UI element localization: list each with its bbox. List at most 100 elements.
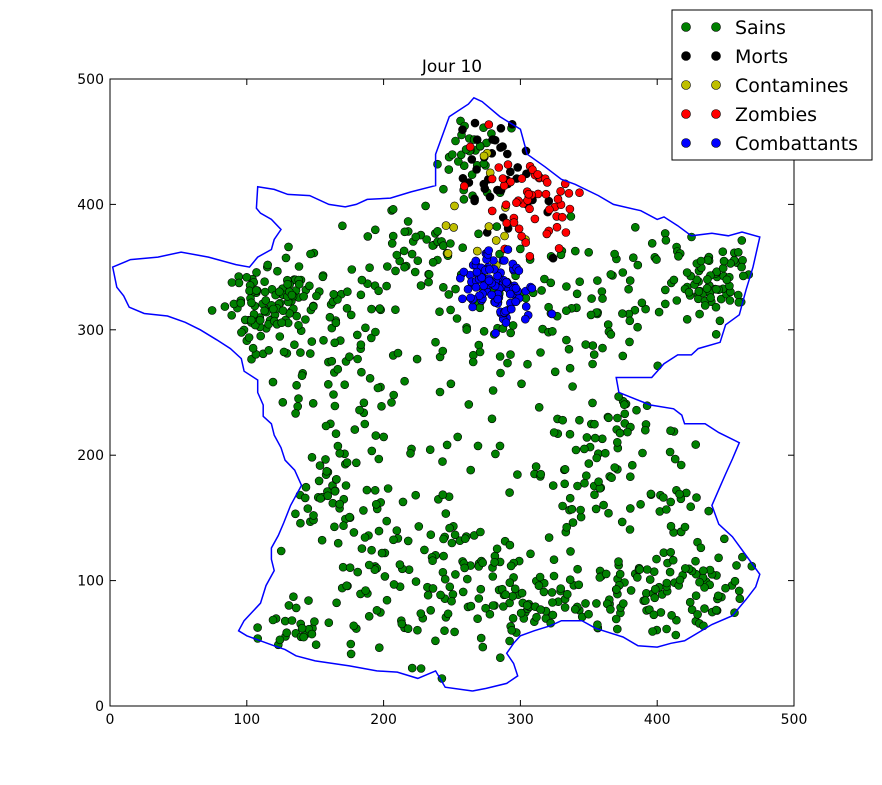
point-sains <box>330 486 340 496</box>
point-morts <box>472 165 481 174</box>
point-sains <box>462 574 472 584</box>
point-combattants <box>511 297 521 307</box>
y-tick-label: 0 <box>95 699 104 715</box>
point-sains <box>706 293 715 302</box>
point-sains <box>305 281 314 291</box>
point-sains <box>307 452 317 462</box>
point-sains <box>389 580 399 589</box>
point-sains <box>468 357 478 367</box>
point-sains <box>268 377 278 387</box>
point-zombies <box>484 120 494 129</box>
point-sains <box>268 304 278 314</box>
point-sains <box>371 431 381 440</box>
point-sains <box>488 572 498 581</box>
point-sains <box>308 302 318 311</box>
point-sains <box>435 307 444 317</box>
point-zombies <box>465 142 475 152</box>
point-sains <box>433 227 442 236</box>
point-sains <box>722 275 732 285</box>
point-sains <box>277 318 287 328</box>
point-sains <box>315 461 325 470</box>
point-sains <box>438 241 448 250</box>
point-sains <box>675 489 684 499</box>
point-sains <box>548 326 557 336</box>
point-sains <box>560 479 570 489</box>
y-tick-label: 100 <box>77 574 104 590</box>
point-sains <box>576 505 585 515</box>
point-sains <box>360 533 370 542</box>
point-sains <box>694 287 704 296</box>
point-sains <box>498 602 508 611</box>
legend-label-morts: Morts <box>735 46 788 68</box>
point-sains <box>738 271 748 281</box>
point-sains <box>730 576 740 586</box>
point-sains <box>364 611 374 621</box>
point-sains <box>626 586 636 595</box>
point-sains <box>532 612 541 622</box>
point-sains <box>370 565 380 575</box>
point-sains <box>300 493 310 503</box>
point-sains <box>439 551 448 561</box>
point-sains <box>565 575 575 585</box>
point-sains <box>374 286 383 296</box>
point-sains <box>459 161 469 170</box>
point-sains <box>641 304 650 314</box>
point-sains <box>237 328 246 337</box>
point-sains <box>505 636 514 646</box>
point-sains <box>506 561 516 571</box>
point-sains <box>290 340 299 350</box>
point-sains <box>495 441 505 451</box>
point-sains <box>650 584 660 594</box>
point-sains <box>719 256 729 266</box>
point-sains <box>345 352 354 362</box>
point-sains <box>428 556 437 566</box>
point-sains <box>324 618 334 628</box>
point-sains <box>654 307 664 317</box>
point-sains <box>581 471 591 481</box>
point-zombies <box>503 160 513 169</box>
legend-marker-combattants <box>681 138 691 148</box>
point-sains <box>345 512 354 522</box>
point-sains <box>581 340 591 349</box>
point-sains <box>342 581 352 591</box>
point-sains <box>372 605 382 615</box>
point-sains <box>263 260 273 270</box>
point-combattants <box>521 302 531 311</box>
point-sains <box>426 530 436 540</box>
point-sains <box>507 625 517 635</box>
point-sains <box>347 265 357 274</box>
point-sains <box>696 543 706 553</box>
legend-label-combattants: Combattants <box>735 133 858 155</box>
point-sains <box>252 286 261 295</box>
point-sains <box>536 348 545 357</box>
point-sains <box>652 554 661 564</box>
point-zombies <box>565 204 575 214</box>
point-sains <box>478 642 488 652</box>
point-sains <box>353 567 363 577</box>
point-sains <box>630 223 640 232</box>
point-sains <box>294 394 303 403</box>
point-sains <box>503 358 512 368</box>
point-sains <box>675 575 685 585</box>
point-morts <box>502 149 512 159</box>
point-sains <box>566 547 575 556</box>
point-sains <box>234 278 244 288</box>
point-sains <box>291 409 300 418</box>
point-morts <box>458 125 467 134</box>
point-combattants <box>484 276 494 286</box>
point-sains <box>342 458 352 467</box>
point-sains <box>361 586 370 595</box>
point-sains <box>592 453 602 463</box>
point-sains <box>330 401 340 411</box>
point-sains <box>607 473 616 483</box>
point-morts <box>493 185 502 195</box>
point-sains <box>684 287 694 297</box>
point-sains <box>323 491 333 501</box>
point-sains <box>421 201 430 211</box>
point-sains <box>346 649 356 659</box>
point-sains <box>666 497 676 507</box>
point-sains <box>424 269 434 279</box>
point-sains <box>475 303 485 313</box>
point-combattants <box>472 267 482 277</box>
point-sains <box>357 544 367 553</box>
